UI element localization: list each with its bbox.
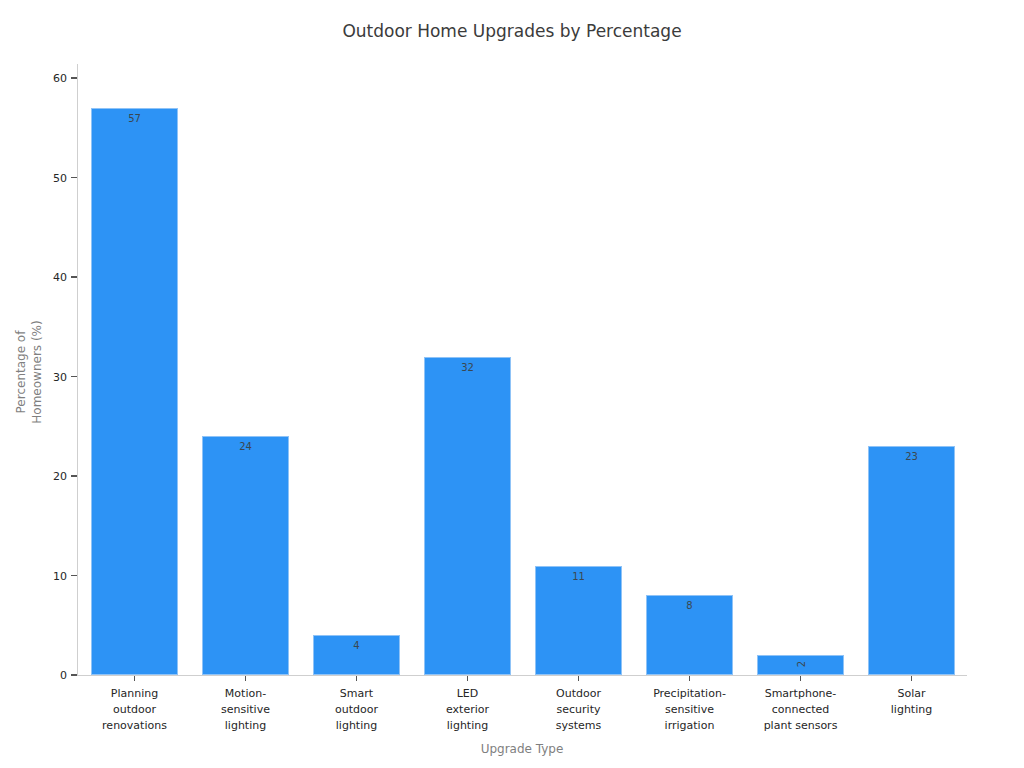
bar-value-label: 57 [91,113,178,124]
x-tick-label-line: outdoor [75,702,195,718]
x-tick [245,676,246,681]
x-tick-label-line: lighting [408,718,528,734]
x-tick-label-line: renovations [75,718,195,734]
x-tick-label-line: sensitive [630,702,750,718]
y-tick [71,475,77,476]
bar [91,108,178,675]
x-tick [911,676,912,681]
x-tick [578,676,579,681]
bar-value-label: 24 [202,441,289,452]
y-tick [71,376,77,377]
y-tick-label: 50 [33,171,67,184]
x-tick-label-line: sensitive [186,702,306,718]
bar [424,357,511,675]
x-tick-label-line: Smartphone- [741,686,861,702]
bar [868,446,955,675]
y-tick-label: 20 [33,470,67,483]
x-tick-label-line: lighting [297,718,417,734]
y-axis-label-line-1: Percentage of [13,320,29,423]
x-tick-label: LEDexteriorlighting [408,686,528,734]
y-tick [71,77,77,78]
x-tick [800,676,801,681]
x-tick-label: Smartphone-connectedplant sensors [741,686,861,734]
x-tick-label-line: LED [408,686,528,702]
x-tick [134,676,135,681]
y-tick-label: 10 [33,569,67,582]
x-tick [689,676,690,681]
x-tick-label: Solarlighting [852,686,972,718]
x-tick-label-line: Precipitation- [630,686,750,702]
x-tick-label-line: irrigation [630,718,750,734]
chart-title: Outdoor Home Upgrades by Percentage [0,21,1024,41]
y-tick-label: 60 [33,72,67,85]
x-tick-label-line: outdoor [297,702,417,718]
y-tick-label: 0 [33,669,67,682]
x-tick [467,676,468,681]
x-tick-label: Motion-sensitivelighting [186,686,306,734]
x-axis-label: Upgrade Type [481,742,564,756]
x-tick-label-line: Smart [297,686,417,702]
x-tick-label-line: Solar [852,686,972,702]
x-tick-label-line: security [519,702,639,718]
y-tick [71,276,77,277]
x-tick [356,676,357,681]
bar-value-label: 23 [868,451,955,462]
x-tick-label: Planningoutdoorrenovations [75,686,195,734]
bar [535,566,622,675]
bar-value-label: 8 [646,600,733,611]
y-tick [71,575,77,576]
x-tick-label-line: exterior [408,702,528,718]
x-tick-label-line: Outdoor [519,686,639,702]
bar [202,436,289,675]
y-axis-spine [77,64,78,676]
figure: Outdoor Home Upgrades by Percentage Perc… [0,0,1024,768]
x-axis-spine [77,675,967,676]
bar-value-label: 4 [313,640,400,651]
x-tick-label-line: systems [519,718,639,734]
x-tick-label-line: Motion- [186,686,306,702]
bar-value-label: 2 [795,661,806,667]
x-tick-label: Smartoutdoorlighting [297,686,417,734]
x-tick-label-line: plant sensors [741,718,861,734]
x-tick-label-line: lighting [852,702,972,718]
y-tick-label: 30 [33,370,67,383]
x-tick-label-line: Planning [75,686,195,702]
y-tick [71,674,77,675]
x-tick-label: Outdoorsecuritysystems [519,686,639,734]
y-tick-label: 40 [33,271,67,284]
bar-value-label: 11 [535,571,622,582]
bar-value-label: 32 [424,362,511,373]
x-tick-label-line: connected [741,702,861,718]
y-tick [71,177,77,178]
x-tick-label-line: lighting [186,718,306,734]
x-tick-label: Precipitation-sensitiveirrigation [630,686,750,734]
